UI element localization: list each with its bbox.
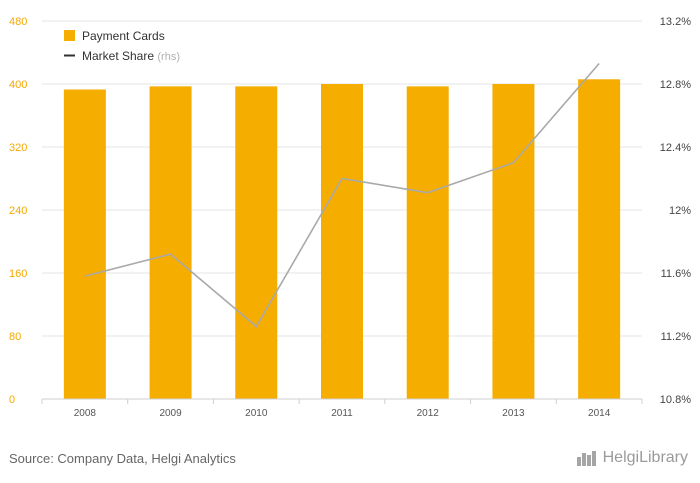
bar-2008 <box>63 89 106 399</box>
left-tick-label: 160 <box>9 268 27 280</box>
left-tick-label: 400 <box>9 79 27 91</box>
x-tick-label: 2013 <box>502 408 525 419</box>
bar-2014 <box>578 79 621 400</box>
brand-logo: HelgiLibrary <box>576 449 688 467</box>
library-icon <box>576 450 599 466</box>
right-tick-label: 11.6% <box>661 268 692 280</box>
right-tick-label: 12% <box>669 205 691 217</box>
legend-swatch-payment-cards <box>64 30 75 41</box>
legend-label-market-share: Market Share (rhs) <box>82 49 180 63</box>
right-tick-label: 12.8% <box>660 79 691 91</box>
bar-2009 <box>149 86 192 400</box>
x-tick-label: 2011 <box>331 408 353 419</box>
right-tick-label: 12.4% <box>660 142 691 154</box>
x-tick-label: 2012 <box>417 408 440 419</box>
legend: Payment Cards Market Share (rhs) <box>64 29 180 63</box>
legend-label-payment-cards: Payment Cards <box>82 29 165 43</box>
left-tick-label: 0 <box>9 394 15 406</box>
left-axis: 0 80 160 240 320 400 480 <box>9 16 27 406</box>
right-axis: 10.8% 11.2% 11.6% 12% 12.4% 12.8% 13.2% <box>660 16 691 406</box>
x-tick-label: 2009 <box>159 408 182 419</box>
x-axis: 2008 2009 2010 2011 2012 2013 2014 <box>41 399 643 419</box>
left-tick-label: 240 <box>9 205 27 217</box>
brand-name: HelgiLibrary <box>602 449 688 466</box>
x-tick-label: 2010 <box>245 408 268 419</box>
chart: 0 80 160 240 320 400 480 10.8% 11.2% 11.6% 12% 12.… <box>9 16 691 419</box>
right-tick-label: 11.2% <box>661 331 692 343</box>
bar-2012 <box>406 86 449 400</box>
x-tick-label: 2014 <box>588 408 611 419</box>
left-tick-label: 480 <box>9 16 27 28</box>
left-tick-label: 320 <box>9 142 27 154</box>
bar-2010 <box>235 86 278 400</box>
source-note: Source: Company Data, Helgi Analytics <box>9 451 236 466</box>
x-tick-label: 2008 <box>74 408 97 419</box>
right-tick-label: 10.8% <box>660 394 691 406</box>
bar-2011 <box>321 84 363 399</box>
legend-label-market-share-name: Market Share <box>82 49 154 63</box>
line-series-market-share <box>84 63 600 328</box>
bar-2013 <box>492 84 535 399</box>
market-share-line <box>84 63 600 328</box>
legend-label-market-share-suffix: (rhs) <box>157 51 180 63</box>
footer: Source: Company Data, Helgi Analytics He… <box>0 445 700 483</box>
bar-series-payment-cards <box>63 79 621 400</box>
left-tick-label: 80 <box>9 331 21 343</box>
right-tick-label: 13.2% <box>660 16 691 28</box>
